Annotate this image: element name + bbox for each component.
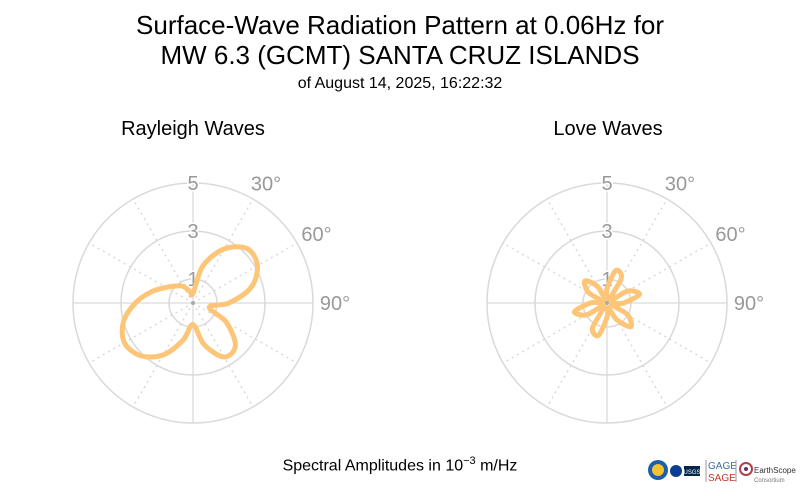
love-radial-tick-label: 5 <box>601 173 612 195</box>
rayleigh-angle-label: 90° <box>320 293 350 315</box>
rayleigh-spoke-120 <box>192 302 298 364</box>
sponsor-logos: USGS GAGE SAGE EarthScope Consortium <box>648 460 796 484</box>
love-angle-label: 30° <box>665 173 695 195</box>
rayleigh-panel-title: Rayleigh Waves <box>121 118 265 140</box>
chart-subtitle: of August 14, 2025, 16:22:32 <box>297 75 503 92</box>
footer-exponent: −3 <box>463 455 476 467</box>
love-center-dot <box>605 301 609 305</box>
footer-prefix: Spectral Amplitudes in 10 <box>282 457 464 475</box>
usgs-logo-text: USGS <box>683 470 700 476</box>
rayleigh-radiation-pattern-line <box>119 244 260 360</box>
rayleigh-radial-tick-label: 3 <box>187 221 198 243</box>
rayleigh-spoke-300 <box>88 242 194 304</box>
gage-logo-text: GAGE <box>708 461 737 472</box>
nasa-logo-icon <box>670 465 682 477</box>
earthscope-logo-text: EarthScope <box>754 466 796 475</box>
love-angle-label: 90° <box>734 293 764 315</box>
earthscope-logo-icon <box>739 462 753 476</box>
usgs-logo-icon: USGS <box>683 466 701 476</box>
footer-units: Spectral Amplitudes in 10−3 m/Hz <box>0 455 800 475</box>
love-radial-tick-label: 3 <box>601 221 612 243</box>
rayleigh-center-dot <box>191 301 195 305</box>
nsf-logo-icon <box>648 460 668 480</box>
consortium-logo-text: Consortium <box>754 478 785 484</box>
chart-title-line1: Surface-Wave Radiation Pattern at 0.06Hz… <box>136 10 664 40</box>
rayleigh-radial-tick-label: 5 <box>187 173 198 195</box>
rayleigh-polar-plot: 135 30°60°90° <box>72 172 350 424</box>
love-radiation-pattern-line <box>572 267 642 339</box>
rayleigh-spoke-60 <box>192 242 298 304</box>
chart-title-line2: MW 6.3 (GCMT) SANTA CRUZ ISLANDS <box>160 40 640 70</box>
love-polar-plot: 135 30°60°90° <box>486 172 764 424</box>
love-panel-title: Love Waves <box>553 118 663 140</box>
sage-logo-text: SAGE <box>708 473 736 484</box>
rayleigh-spoke-240 <box>88 302 194 364</box>
rayleigh-angle-label: 30° <box>251 173 281 195</box>
rayleigh-angle-label: 60° <box>301 224 331 246</box>
love-angle-label: 60° <box>715 224 745 246</box>
footer-suffix: m/Hz <box>475 457 518 475</box>
